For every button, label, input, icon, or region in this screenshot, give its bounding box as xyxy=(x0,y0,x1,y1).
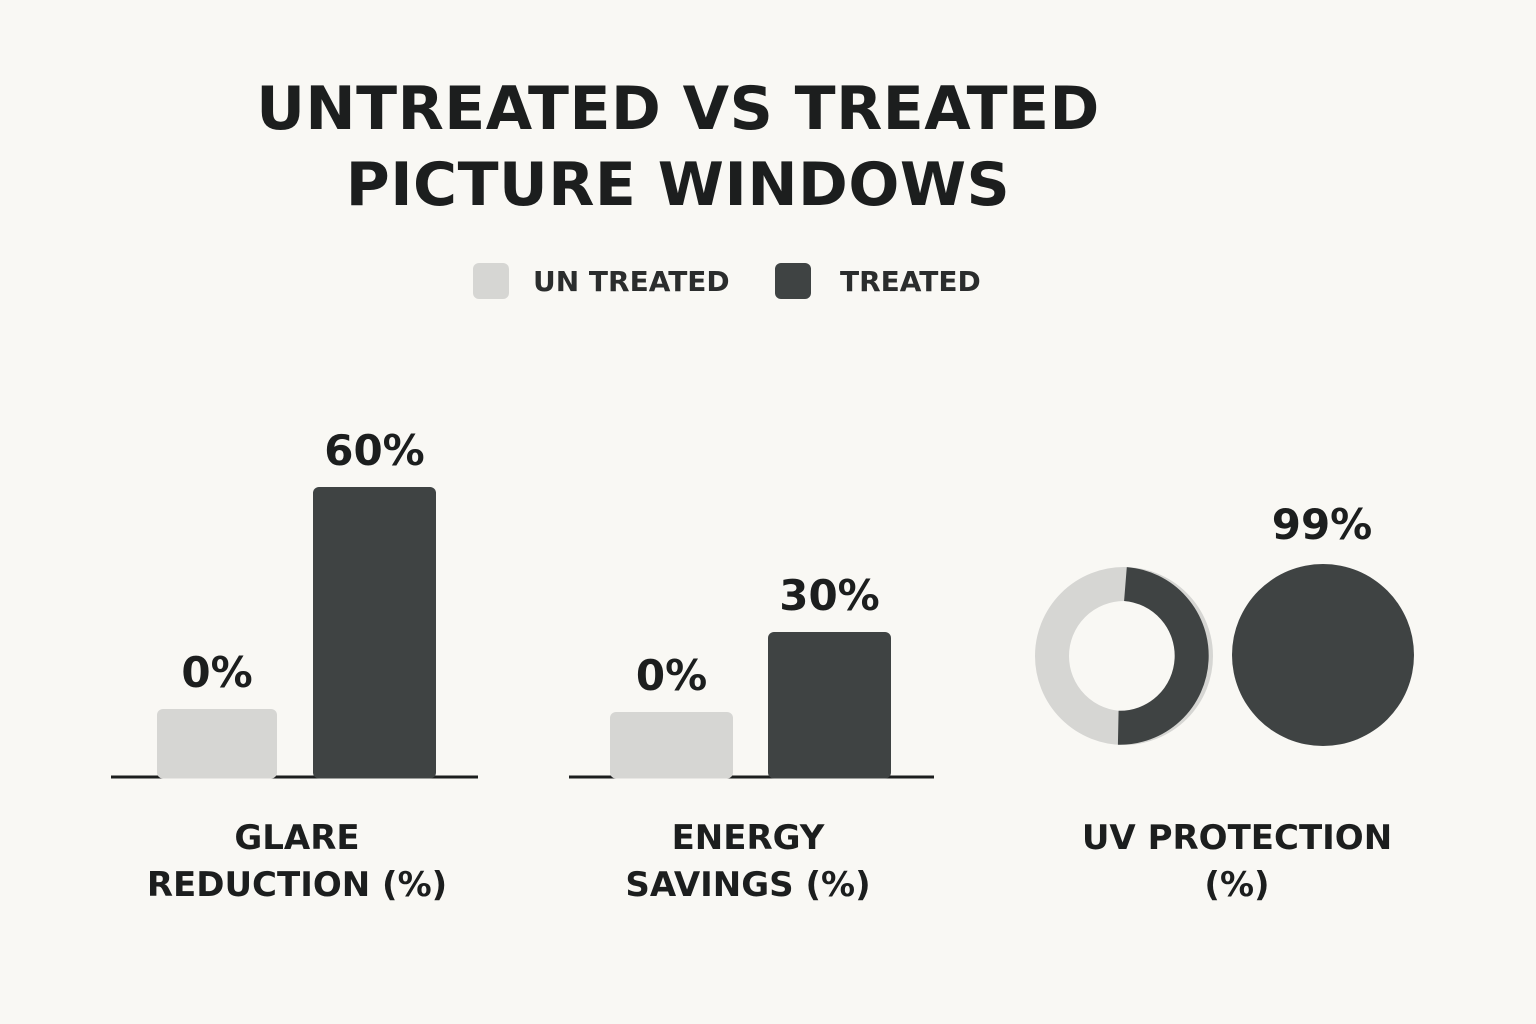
uv-pie-treated xyxy=(1232,564,1414,746)
bar-value-label: 0% xyxy=(636,651,707,700)
legend-swatch-untreated xyxy=(473,263,509,299)
uv-donut-treated-arc xyxy=(1117,567,1209,745)
group-label-line-2: REDUCTION (%) xyxy=(147,865,447,905)
bar-untreated xyxy=(610,712,733,779)
legend-swatch-treated xyxy=(775,263,811,299)
chart-title-line-2: PICTURE WINDOWS xyxy=(345,150,1011,220)
group-label-line-1: GLARE xyxy=(234,818,359,858)
bar-value-label: 60% xyxy=(324,426,425,475)
group-label-line-2: SAVINGS (%) xyxy=(625,865,870,905)
bar-value-label: 30% xyxy=(779,571,880,620)
legend-label-treated: TREATED xyxy=(840,265,981,298)
bar-untreated xyxy=(157,709,277,779)
group-label-line-2: (%) xyxy=(1204,865,1269,905)
bar-treated xyxy=(768,632,891,779)
chart-title-line-1: UNTREATED VS TREATED xyxy=(256,74,1100,144)
uv-value-label: 99% xyxy=(1272,500,1373,549)
group-label-line-1: UV PROTECTION xyxy=(1082,818,1392,858)
bar-treated xyxy=(313,487,436,779)
legend-label-untreated: UN TREATED xyxy=(533,265,730,298)
group-label-line-1: ENERGY xyxy=(672,818,825,858)
bar-value-label: 0% xyxy=(181,648,252,697)
